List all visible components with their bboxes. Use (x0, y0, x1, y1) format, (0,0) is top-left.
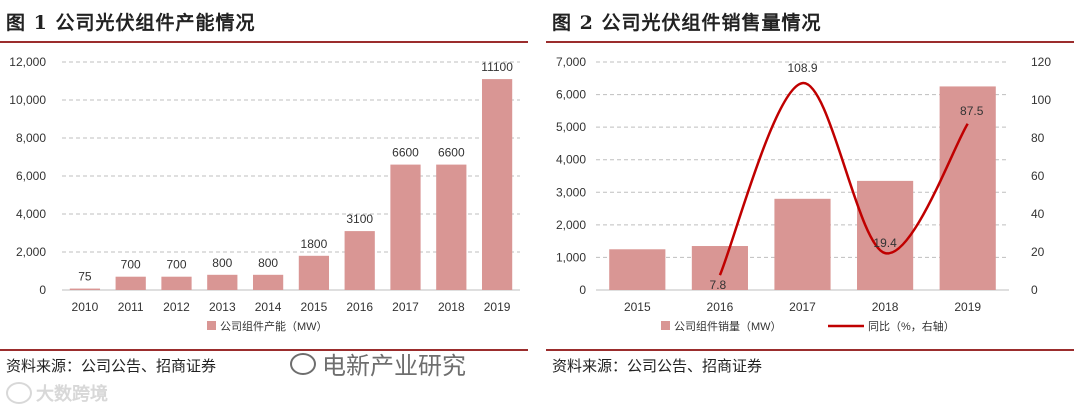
wechat-icon (290, 352, 316, 375)
x-tick-label: 2010 (72, 300, 99, 314)
figure-1-title: 图 1 公司光伏组件产能情况 (6, 12, 256, 34)
data-label: 3100 (346, 212, 373, 226)
data-label: 700 (121, 258, 141, 272)
figure-2-chart: 0 1,000 2,000 3,000 4,000 5,000 6,000 7,000 0 20 4… (556, 55, 1051, 333)
y2-tick-label: 60 (1031, 169, 1045, 183)
data-label: 11100 (481, 60, 513, 74)
legend-swatch (207, 321, 216, 330)
y2-tick-label: 40 (1031, 207, 1045, 221)
figure-2-top-rule (546, 41, 1074, 43)
x-tick-label: 2017 (789, 300, 816, 314)
data-label: 800 (212, 256, 232, 270)
bar (481, 79, 513, 290)
legend-label-bar: 公司组件销量（MW） (674, 319, 782, 333)
y-tick-label: 6,000 (16, 169, 46, 183)
bar (161, 276, 192, 290)
x-tick-label: 2018 (438, 300, 465, 314)
data-label: 7.8 (710, 278, 727, 292)
data-label: 800 (258, 256, 278, 270)
figure-1-bottom-rule (0, 349, 528, 351)
x-tick-label: 2019 (484, 300, 511, 314)
y2-tick-label: 0 (1031, 283, 1038, 297)
bar (857, 180, 914, 290)
figure-1-source: 资料来源：公司公告、招商证券 (6, 357, 217, 375)
x-tick-label: 2017 (392, 300, 419, 314)
chat-bubble-icon (6, 382, 32, 404)
y-tick-label: 0 (579, 283, 586, 297)
y-tick-label: 0 (39, 283, 46, 297)
x-tick-label: 2019 (954, 300, 981, 314)
x-tick-label: 2018 (872, 300, 899, 314)
bar (691, 246, 748, 290)
bar (344, 231, 375, 290)
y2-tick-label: 20 (1031, 245, 1045, 259)
y-tick-label: 1,000 (556, 250, 586, 264)
bar (252, 274, 284, 290)
x-tick-label: 2011 (118, 300, 144, 314)
x-tick-label: 2015 (624, 300, 651, 314)
figure-2-panel: 图 2 公司光伏组件销售量情况 0 1,000 2,000 3,000 4,000 5,0… (546, 0, 1080, 408)
data-label: 108.9 (787, 61, 817, 75)
bar (390, 164, 421, 290)
data-label: 700 (166, 258, 186, 272)
legend-label-line: 同比（%，右轴） (868, 319, 955, 333)
y-tick-label: 12,000 (9, 55, 46, 69)
x-tick-label: 2016 (346, 300, 373, 314)
data-label: 1800 (301, 237, 328, 251)
data-label: 75 (78, 270, 92, 284)
watermark-right: 电新产业研究 (290, 346, 466, 381)
yoy-line (718, 81, 969, 276)
data-label: 87.5 (960, 104, 984, 118)
y-tick-label: 5,000 (556, 120, 586, 134)
y2-tick-label: 80 (1031, 131, 1045, 145)
watermark-left: 大数跨境 (6, 380, 108, 406)
figure-1-panel: 图 1 公司光伏组件产能情况 0 2,000 4,000 6,000 8,000 10,0… (0, 0, 534, 408)
y2-tick-label: 120 (1031, 55, 1051, 69)
bar (436, 164, 467, 290)
y-tick-label: 6,000 (556, 88, 586, 102)
legend-label: 公司组件产能（MW） (220, 319, 328, 333)
figure-2-title: 图 2 公司光伏组件销售量情况 (552, 12, 822, 34)
y-tick-label: 4,000 (16, 207, 46, 221)
x-tick-label: 2015 (301, 300, 328, 314)
y-tick-label: 10,000 (9, 93, 46, 107)
bar (298, 255, 330, 290)
bar (207, 274, 238, 290)
legend-swatch-bar (661, 321, 670, 330)
watermark-left-text: 大数跨境 (36, 384, 108, 405)
figure-2-bottom-rule (546, 349, 1074, 351)
data-label: 19.4 (873, 236, 897, 250)
figure-1-top-rule (0, 41, 528, 43)
x-tick-label: 2016 (707, 300, 734, 314)
y-tick-label: 7,000 (556, 55, 586, 69)
x-tick-label: 2014 (255, 300, 282, 314)
watermark-right-text: 电新产业研究 (322, 352, 466, 380)
y-tick-label: 3,000 (556, 185, 586, 199)
y-tick-label: 4,000 (556, 153, 586, 167)
bar (609, 249, 666, 290)
data-label: 6600 (392, 146, 419, 160)
bar (939, 86, 996, 290)
bar (69, 288, 101, 290)
y-tick-label: 2,000 (556, 218, 586, 232)
y-tick-label: 8,000 (16, 131, 46, 145)
bar (115, 276, 146, 290)
bar (774, 198, 831, 290)
figure-2-source: 资料来源：公司公告、招商证券 (552, 357, 763, 375)
x-tick-label: 2013 (209, 300, 236, 314)
figure-1-chart: 0 2,000 4,000 6,000 8,000 10,000 12,000 75 2010 7… (9, 55, 520, 333)
x-tick-label: 2012 (163, 300, 190, 314)
y2-tick-label: 100 (1031, 93, 1051, 107)
data-label: 6600 (438, 146, 465, 160)
y-tick-label: 2,000 (16, 245, 46, 259)
